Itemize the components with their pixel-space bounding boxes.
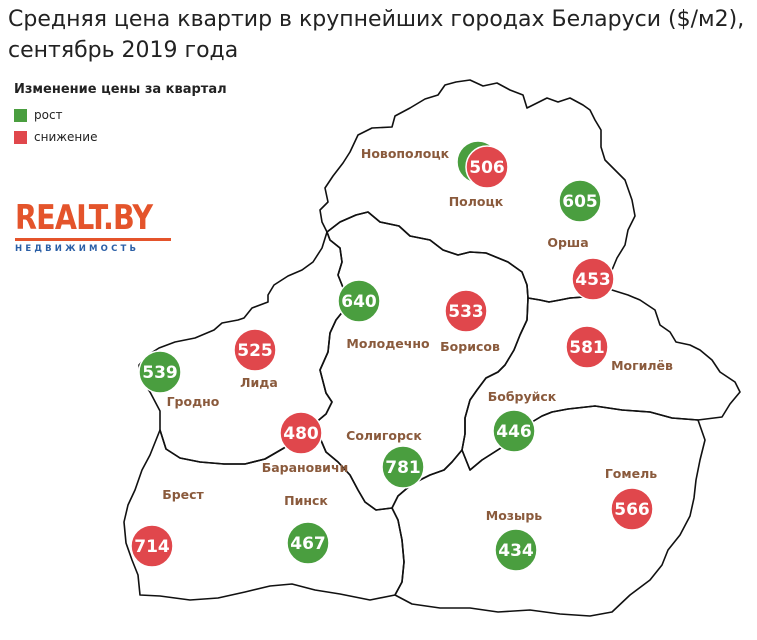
city-marker-12 — [381, 445, 425, 489]
city-marker-6 — [444, 289, 488, 333]
city-label-13: Брест — [162, 487, 204, 502]
logo-subtitle: НЕДВИЖИМОСТЬ — [15, 244, 140, 254]
city-price-13: 714 — [134, 537, 170, 557]
city-marker-11 — [492, 409, 536, 453]
city-price-16: 434 — [498, 541, 534, 561]
city-price-10: 480 — [283, 424, 319, 444]
city-label-5: Молодечно — [346, 336, 430, 351]
city-price-4: 453 — [575, 270, 611, 290]
city-price-8: 539 — [142, 363, 178, 383]
legend-item-up: рост — [14, 105, 227, 125]
city-price-2: 506 — [469, 158, 505, 178]
city-price-15: 566 — [614, 500, 650, 520]
city-marker-3 — [558, 179, 602, 223]
city-label-12: Солигорск — [346, 428, 422, 443]
city-marker-14 — [286, 521, 330, 565]
city-label-2: Полоцк — [449, 194, 504, 209]
city-price-12: 781 — [385, 458, 421, 478]
legend-item-down: снижение — [14, 127, 227, 147]
city-marker-13 — [130, 524, 174, 568]
city-marker-5 — [337, 279, 381, 323]
city-label-3: Орша — [547, 235, 588, 250]
city-marker-16 — [494, 528, 538, 572]
city-marker-15 — [610, 487, 654, 531]
realt-logo: REALT.BY НЕДВИЖИМОСТЬ — [15, 200, 175, 254]
city-price-9: 525 — [237, 341, 273, 361]
region-gomel — [391, 405, 706, 617]
city-marker-10 — [279, 411, 323, 455]
map-title: Средняя цена квартир в крупнейших города… — [8, 4, 744, 66]
city-label-16: Мозырь — [486, 508, 543, 523]
city-price-11: 446 — [496, 422, 532, 442]
map-title-line-1: Средняя цена квартир в крупнейших города… — [8, 7, 745, 32]
city-label-8: Гродно — [167, 394, 220, 409]
city-label-14: Пинск — [284, 493, 328, 508]
map-title-line-2: сентябрь 2019 года — [8, 38, 239, 63]
city-label-15: Гомель — [605, 466, 657, 481]
city-marker-8 — [138, 350, 182, 394]
city-price-3: 605 — [562, 192, 598, 212]
logo-underline — [15, 238, 171, 241]
legend-label-up: рост — [34, 108, 63, 122]
legend-label-down: снижение — [34, 130, 98, 144]
city-marker-9 — [233, 328, 277, 372]
city-label-6: Борисов — [440, 339, 500, 354]
logo-text: REALT.BY — [15, 198, 153, 238]
city-label-11: Бобруйск — [488, 389, 557, 404]
city-label-7: Могилёв — [611, 358, 673, 373]
city-price-6: 533 — [448, 302, 484, 322]
city-price-7: 581 — [569, 338, 605, 358]
city-label-9: Лида — [240, 375, 278, 390]
city-label-1: Новополоцк — [361, 146, 450, 161]
city-marker-7 — [565, 325, 609, 369]
city-marker-4 — [571, 257, 615, 301]
legend-swatch-down — [14, 130, 27, 144]
legend: Изменение цены за квартал рост снижение — [14, 82, 227, 149]
city-price-14: 467 — [290, 534, 326, 554]
region-brest — [123, 423, 405, 601]
legend-title: Изменение цены за квартал — [14, 82, 227, 97]
legend-swatch-up — [14, 108, 27, 122]
city-label-10: Барановичи — [262, 460, 349, 475]
city-price-5: 640 — [341, 292, 377, 312]
city-marker-2 — [465, 145, 509, 189]
